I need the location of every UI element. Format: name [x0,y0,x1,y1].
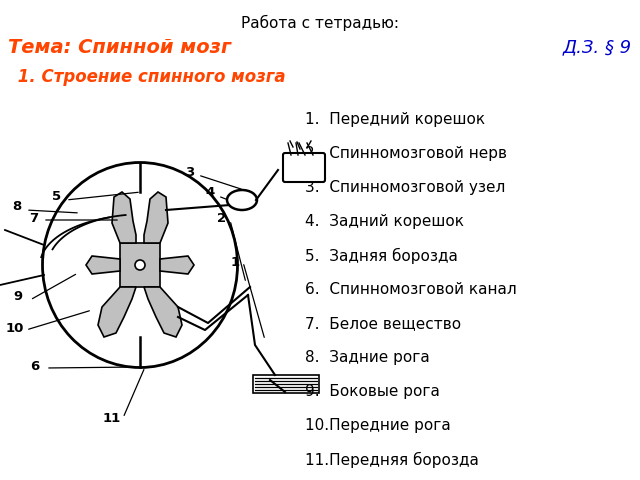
Text: 7.  Белое вещество: 7. Белое вещество [305,316,461,331]
Text: 11: 11 [103,411,121,424]
Text: 5: 5 [52,191,61,204]
Text: 10: 10 [6,322,24,335]
Text: 5.  Задняя борозда: 5. Задняя борозда [305,248,458,264]
Text: 3: 3 [186,166,195,179]
Ellipse shape [227,190,257,210]
Polygon shape [144,287,182,337]
FancyBboxPatch shape [283,153,325,182]
Text: Д.З. § 9: Д.З. § 9 [563,38,632,56]
Polygon shape [86,256,120,274]
Polygon shape [144,192,168,243]
Text: 3.  Спинномозговой узел: 3. Спинномозговой узел [305,180,506,195]
Polygon shape [112,192,136,243]
Text: 4: 4 [205,187,214,200]
Bar [253,375,319,393]
Circle shape [135,260,145,270]
Polygon shape [98,287,136,337]
Polygon shape [120,243,160,287]
Text: 1.  Передний корешок: 1. Передний корешок [305,112,485,127]
Text: 8: 8 [12,201,22,214]
Text: 10.Передние рога: 10.Передние рога [305,418,451,433]
Text: 7: 7 [29,212,38,225]
Text: Работа с тетрадью:: Работа с тетрадью: [241,15,399,31]
Polygon shape [160,256,194,274]
Text: 6: 6 [30,360,40,373]
Text: 6.  Спинномозговой канал: 6. Спинномозговой канал [305,282,516,297]
Text: 1. Строение спинного мозга: 1. Строение спинного мозга [12,68,285,86]
Text: 2: 2 [218,212,227,225]
Ellipse shape [42,163,237,368]
Text: 11.Передняя борозда: 11.Передняя борозда [305,452,479,468]
Text: 4.  Задний корешок: 4. Задний корешок [305,214,464,229]
Text: 1: 1 [230,255,239,268]
Text: 9.  Боковые рога: 9. Боковые рога [305,384,440,399]
Text: 2.  Спинномозговой нерв: 2. Спинномозговой нерв [305,146,507,161]
Text: Тема: Спинной мозг: Тема: Спинной мозг [8,38,231,57]
Text: 9: 9 [13,290,22,303]
Text: 8.  Задние рога: 8. Задние рога [305,350,429,365]
